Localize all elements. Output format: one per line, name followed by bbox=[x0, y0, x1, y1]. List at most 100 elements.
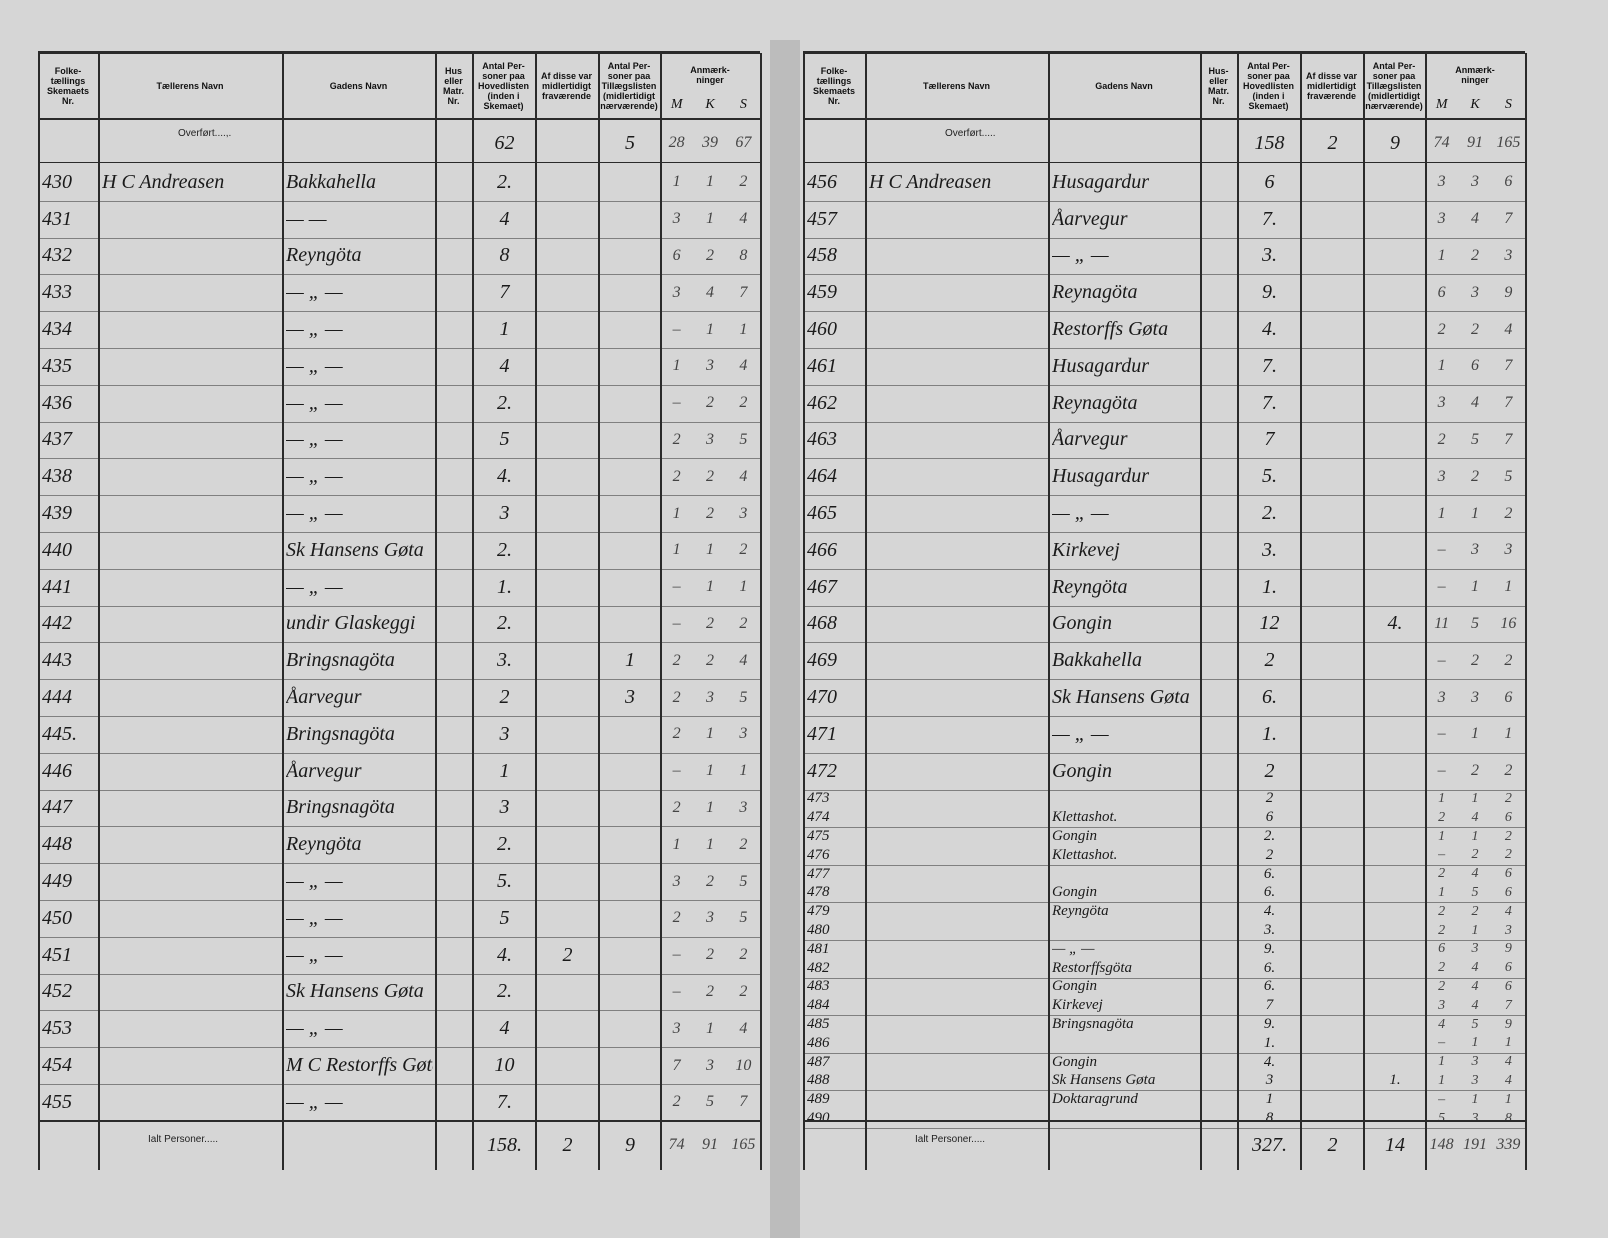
remarks-subheader: S bbox=[739, 97, 747, 112]
cell-k: 5 bbox=[1470, 430, 1479, 448]
cell-m: 6 bbox=[1437, 283, 1446, 301]
cell-m: 1 bbox=[672, 357, 681, 375]
cell-k: 3 bbox=[1471, 941, 1479, 957]
cell-nr: 463 bbox=[807, 428, 837, 451]
cell-nr: 464 bbox=[807, 465, 837, 488]
column-rule bbox=[760, 53, 762, 1170]
cell-k: 5 bbox=[1471, 1016, 1479, 1032]
cell-m: – bbox=[1437, 541, 1446, 559]
cell-nr: 437 bbox=[42, 428, 72, 451]
cell-s: 2 bbox=[1504, 828, 1512, 844]
cell-count: 1 bbox=[499, 318, 510, 341]
cell-count: 4 bbox=[499, 1017, 510, 1040]
cell-s: 2 bbox=[1504, 847, 1512, 863]
cell-nr: 467 bbox=[807, 575, 837, 598]
cell-m: – bbox=[672, 320, 681, 338]
cell-count: 5. bbox=[1262, 465, 1277, 488]
cell-count: 10 bbox=[494, 1054, 515, 1077]
cell-count: 2. bbox=[1262, 502, 1277, 525]
cell-m: 3 bbox=[1437, 467, 1446, 485]
cell-k: 3 bbox=[705, 357, 714, 375]
cell-s: 6 bbox=[1504, 978, 1512, 994]
cell-nr: 460 bbox=[807, 318, 837, 341]
cell-count: 5 bbox=[499, 906, 510, 929]
cell-nr: 488 bbox=[807, 1072, 830, 1089]
row-rule bbox=[803, 1128, 1525, 1129]
cell-count: 7. bbox=[1262, 391, 1277, 414]
cell-nr: 476 bbox=[807, 846, 830, 863]
cell-m: – bbox=[1438, 847, 1446, 863]
cell-m: 2 bbox=[1438, 922, 1446, 938]
cell-nr: 468 bbox=[807, 612, 837, 635]
row-rule bbox=[38, 1084, 760, 1085]
remarks-subheader: M bbox=[1435, 97, 1448, 112]
cell-k: 5 bbox=[705, 1093, 714, 1111]
cell-street: — „ — bbox=[286, 1017, 343, 1040]
cell-nr: 485 bbox=[807, 1016, 830, 1033]
row-rule bbox=[803, 274, 1525, 276]
cell-s: 6 bbox=[1504, 809, 1512, 825]
column-rule bbox=[1425, 53, 1427, 1170]
cell-k: 5 bbox=[1470, 614, 1479, 632]
cell-nr: 469 bbox=[807, 649, 837, 672]
column-header: Antal Per- soner paa Tillægslisten (midl… bbox=[1365, 60, 1423, 111]
row-rule bbox=[38, 605, 760, 607]
cell-m: 4 bbox=[1438, 1016, 1446, 1032]
cell-m: 5 bbox=[1438, 1110, 1446, 1126]
cell-s: 1 bbox=[1504, 725, 1513, 743]
column-header: Tællerens Navn bbox=[922, 80, 991, 91]
row-rule bbox=[803, 162, 1525, 163]
cell-nr: 458 bbox=[807, 244, 837, 267]
cell-extra: 1. bbox=[1389, 1072, 1401, 1089]
cell-m: – bbox=[672, 394, 681, 412]
row-rule bbox=[803, 495, 1525, 497]
cell-count: 4. bbox=[1263, 1053, 1276, 1070]
cell-m: – bbox=[672, 614, 681, 632]
cell-m: 1 bbox=[1438, 828, 1446, 844]
row-rule bbox=[38, 826, 760, 828]
cell-s: 1 bbox=[1504, 1035, 1512, 1051]
cell-k: 1 bbox=[705, 173, 714, 191]
cell-nr: 436 bbox=[42, 391, 72, 414]
cell-m: 1 bbox=[1437, 246, 1446, 264]
cell-s: 6 bbox=[1504, 688, 1513, 706]
cell-nr: 434 bbox=[42, 318, 72, 341]
cell-nr: 445. bbox=[42, 722, 77, 745]
cell-street: Reyngöta bbox=[1052, 903, 1109, 920]
cell-street: Bakkahella bbox=[286, 170, 376, 193]
cell-nr: 461 bbox=[807, 354, 837, 377]
cell-m: 2 bbox=[1438, 866, 1446, 882]
cell-street: — „ — bbox=[286, 870, 343, 893]
cell-m: – bbox=[672, 578, 681, 596]
cell-street: Husagardur bbox=[1052, 354, 1150, 377]
cell-k: 2 bbox=[1471, 903, 1479, 919]
cell-count: 12 bbox=[1259, 612, 1280, 635]
row-rule bbox=[38, 936, 760, 938]
cell-k: 91 bbox=[1466, 134, 1483, 151]
cell-count: 2 bbox=[1264, 649, 1275, 672]
cell-k: 2 bbox=[705, 982, 714, 1000]
cell-s: 2 bbox=[739, 614, 748, 632]
cell-k: 1 bbox=[705, 320, 714, 338]
cell-m: 3 bbox=[1437, 394, 1446, 412]
cell-m: 2 bbox=[672, 651, 681, 669]
cell-count: 6. bbox=[1263, 978, 1276, 995]
remarks-subheader: K bbox=[1470, 97, 1480, 112]
cell-k: 4 bbox=[1471, 978, 1479, 994]
cell-street: Reynagöta bbox=[1052, 391, 1138, 414]
cell-s: 5 bbox=[739, 872, 748, 890]
remarks-subheader: M bbox=[670, 97, 683, 112]
row-rule bbox=[38, 421, 760, 423]
cell-nr: 450 bbox=[42, 906, 72, 929]
cell-street: Gongin bbox=[1052, 884, 1097, 901]
cell-m: 2 bbox=[1438, 809, 1446, 825]
cell-street: — „ — bbox=[286, 354, 343, 377]
row-rule bbox=[803, 605, 1525, 607]
row-rule bbox=[38, 716, 760, 717]
cell-count: 2 bbox=[1265, 846, 1274, 863]
cell-street: Gongin bbox=[1052, 612, 1112, 635]
cell-k: 3 bbox=[705, 430, 714, 448]
cell-nr: 448 bbox=[42, 833, 72, 856]
cell-extra: 4. bbox=[1387, 612, 1403, 635]
